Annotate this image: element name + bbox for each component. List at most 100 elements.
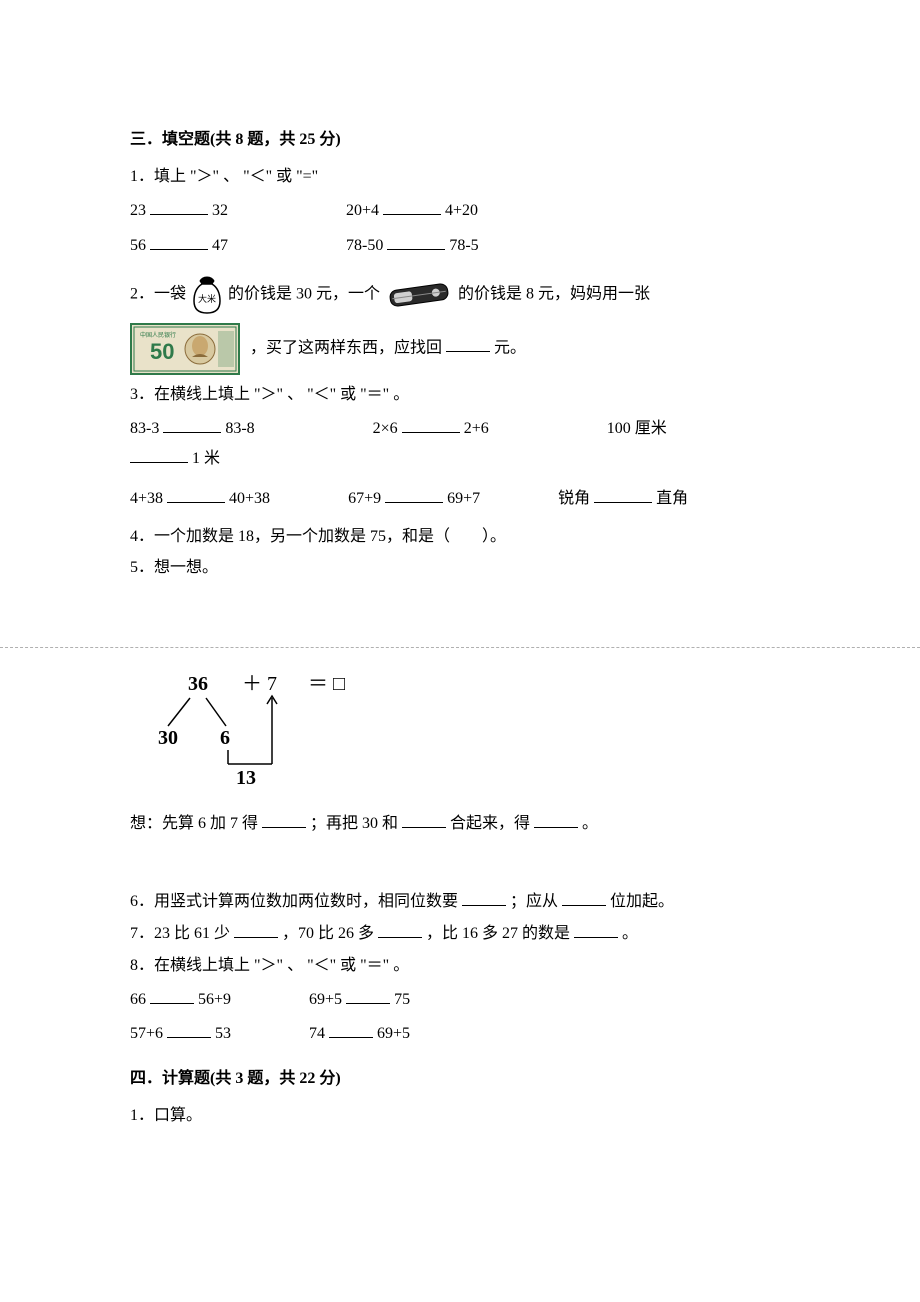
q7-blank1[interactable]: [234, 921, 278, 938]
q3-row2: 4+38 40+38 67+9 69+7 锐角 直角: [130, 486, 790, 510]
section-3-title: 三．填空题(共 8 题，共 25 分): [130, 128, 790, 151]
q7-d: 。: [622, 925, 638, 942]
svg-text:36: 36: [188, 673, 208, 695]
svg-text:大米: 大米: [198, 293, 216, 304]
q7-b: ，70 比 26 多: [282, 925, 374, 942]
svg-text:30: 30: [158, 727, 178, 749]
q8-r1b-r: 75: [394, 991, 410, 1008]
q7-c: ，比 16 多 27 的数是: [426, 925, 570, 942]
q2-mid1: 的价钱是 30 元，一个: [228, 285, 380, 302]
q2-tail1: ，买了这两样东西，应找回: [250, 339, 442, 356]
svg-text:50: 50: [150, 339, 174, 364]
q2-blank[interactable]: [446, 335, 490, 352]
q1-r2b-blank[interactable]: [387, 233, 445, 250]
q1-r2a-blank[interactable]: [150, 233, 208, 250]
q6-blank2[interactable]: [562, 889, 606, 906]
q3-r1a-r: 83-8: [225, 420, 254, 437]
q8-row1: 66 56+9 69+5 75: [130, 987, 790, 1011]
q5-blank2[interactable]: [402, 811, 446, 828]
q1-r2a-right: 47: [212, 237, 228, 254]
q6-b: ；应从: [510, 893, 558, 910]
svg-text:＝ □: ＝ □: [308, 673, 345, 695]
q5-blank1[interactable]: [262, 811, 306, 828]
q3-row1: 83-3 83-8 2×6 2+6 100 厘米: [130, 416, 790, 440]
q5-prompt: 5．想一想。: [130, 556, 790, 579]
q5-blank3[interactable]: [534, 811, 578, 828]
q8-r1a-l: 66: [130, 991, 146, 1008]
q8-r2b-l: 74: [309, 1025, 325, 1042]
q3-r1b-blank[interactable]: [402, 416, 460, 433]
q8-r2a-r: 53: [215, 1025, 231, 1042]
q7-blank3[interactable]: [574, 921, 618, 938]
q5-think-c: 合起来，得: [450, 815, 530, 832]
q3-r2a-r: 40+38: [229, 490, 270, 507]
q1-r2b-right: 78-5: [449, 237, 478, 254]
q2-prefix: 2．一袋: [130, 285, 186, 302]
q2-tail2: 元。: [494, 339, 526, 356]
q4-blank[interactable]: [454, 528, 478, 545]
q8-r1b-blank[interactable]: [346, 987, 390, 1004]
q3-r1b-r: 2+6: [464, 420, 489, 437]
q6-blank1[interactable]: [462, 889, 506, 906]
q1-r1a-left: 23: [130, 202, 146, 219]
q6: 6．用竖式计算两位数加两位数时，相同位数要 ；应从 位加起。: [130, 889, 790, 913]
q2-mid2: 的价钱是 8 元，妈妈用一张: [458, 285, 650, 302]
dashed-divider: [0, 647, 920, 648]
svg-text:6: 6: [220, 727, 230, 749]
q3-r1c-blank[interactable]: [130, 446, 188, 463]
q5-think-d: 。: [582, 815, 598, 832]
q1-row2: 56 47 78-50 78-5: [130, 233, 790, 257]
q8-r2b-blank[interactable]: [329, 1021, 373, 1038]
q3-r2c-blank[interactable]: [594, 486, 652, 503]
banknote-icon: 50 中国人民银行: [130, 323, 240, 375]
q7-a: 7．23 比 61 少: [130, 925, 230, 942]
q3-r2a-blank[interactable]: [167, 486, 225, 503]
q3-r2c-r: 直角: [656, 490, 688, 507]
q8-r2b-r: 69+5: [377, 1025, 410, 1042]
q5-think-a: 想：先算 6 加 7 得: [130, 815, 258, 832]
q8-r2a-blank[interactable]: [167, 1021, 211, 1038]
q7: 7．23 比 61 少 ，70 比 26 多 ，比 16 多 27 的数是 。: [130, 921, 790, 945]
q5-think: 想：先算 6 加 7 得 ；再把 30 和 合起来，得 。: [130, 811, 790, 835]
q1-r2b-left: 78-50: [346, 237, 383, 254]
q6-a: 6．用竖式计算两位数加两位数时，相同位数要: [130, 893, 458, 910]
q3-r2a-l: 4+38: [130, 490, 163, 507]
q7-blank2[interactable]: [378, 921, 422, 938]
q8-row2: 57+6 53 74 69+5: [130, 1021, 790, 1045]
q6-c: 位加起。: [610, 893, 674, 910]
s4-q1: 1．口算。: [130, 1104, 790, 1127]
q3-r1b-l: 2×6: [373, 420, 398, 437]
q5-think-b: ；再把 30 和: [310, 815, 398, 832]
q2: 2．一袋 大米 的价钱是 30 元，一个 的价钱是 8 元，妈妈用一张: [130, 275, 790, 315]
q8-r1a-r: 56+9: [198, 991, 231, 1008]
q3-prompt: 3．在横线上填上 "＞" 、 "＜" 或 "＝" 。: [130, 383, 790, 406]
q1-r1a-blank[interactable]: [150, 198, 208, 215]
q5-diagram: 36 ＋ 7 ＝ □ 30 6 13: [140, 670, 790, 797]
q1-r2a-left: 56: [130, 237, 146, 254]
q3-r2b-blank[interactable]: [385, 486, 443, 503]
q3-r1c-l: 100 厘米: [607, 420, 667, 437]
q4-b: ）。: [482, 528, 506, 545]
q1-r1b-blank[interactable]: [383, 198, 441, 215]
page-cont: 36 ＋ 7 ＝ □ 30 6 13 想：先算 6 加 7 得 ；再把 30 和…: [0, 670, 920, 1196]
q8-r1b-l: 69+5: [309, 991, 342, 1008]
q2-line2: 50 中国人民银行 ，买了这两样东西，应找回 元。: [130, 323, 790, 375]
svg-text:13: 13: [236, 767, 256, 789]
q3-r1c-r: 1 米: [192, 450, 220, 467]
q4-a: 4．一个加数是 18，另一个加数是 75，和是（: [130, 528, 450, 545]
q1-row1: 23 32 20+4 4+20: [130, 198, 790, 222]
q3-r1a-l: 83-3: [130, 420, 159, 437]
q3-r2b-r: 69+7: [447, 490, 480, 507]
q8-prompt: 8．在横线上填上 "＞" 、 "＜" 或 "＝" 。: [130, 954, 790, 977]
q8-r1a-blank[interactable]: [150, 987, 194, 1004]
q1-prompt: 1．填上 "＞" 、 "＜" 或 "=": [130, 165, 790, 188]
page: 三．填空题(共 8 题，共 25 分) 1．填上 "＞" 、 "＜" 或 "="…: [0, 0, 920, 647]
q3-r2c-l: 锐角: [558, 490, 590, 507]
q3-r1a-blank[interactable]: [163, 416, 221, 433]
q4: 4．一个加数是 18，另一个加数是 75，和是（ ）。: [130, 525, 790, 548]
q3-row1-cont: 1 米: [130, 446, 790, 470]
rice-bag-icon: 大米: [190, 275, 224, 315]
svg-text:中国人民银行: 中国人民银行: [140, 331, 176, 339]
q3-r2b-l: 67+9: [348, 490, 381, 507]
q1-r1b-left: 20+4: [346, 202, 379, 219]
